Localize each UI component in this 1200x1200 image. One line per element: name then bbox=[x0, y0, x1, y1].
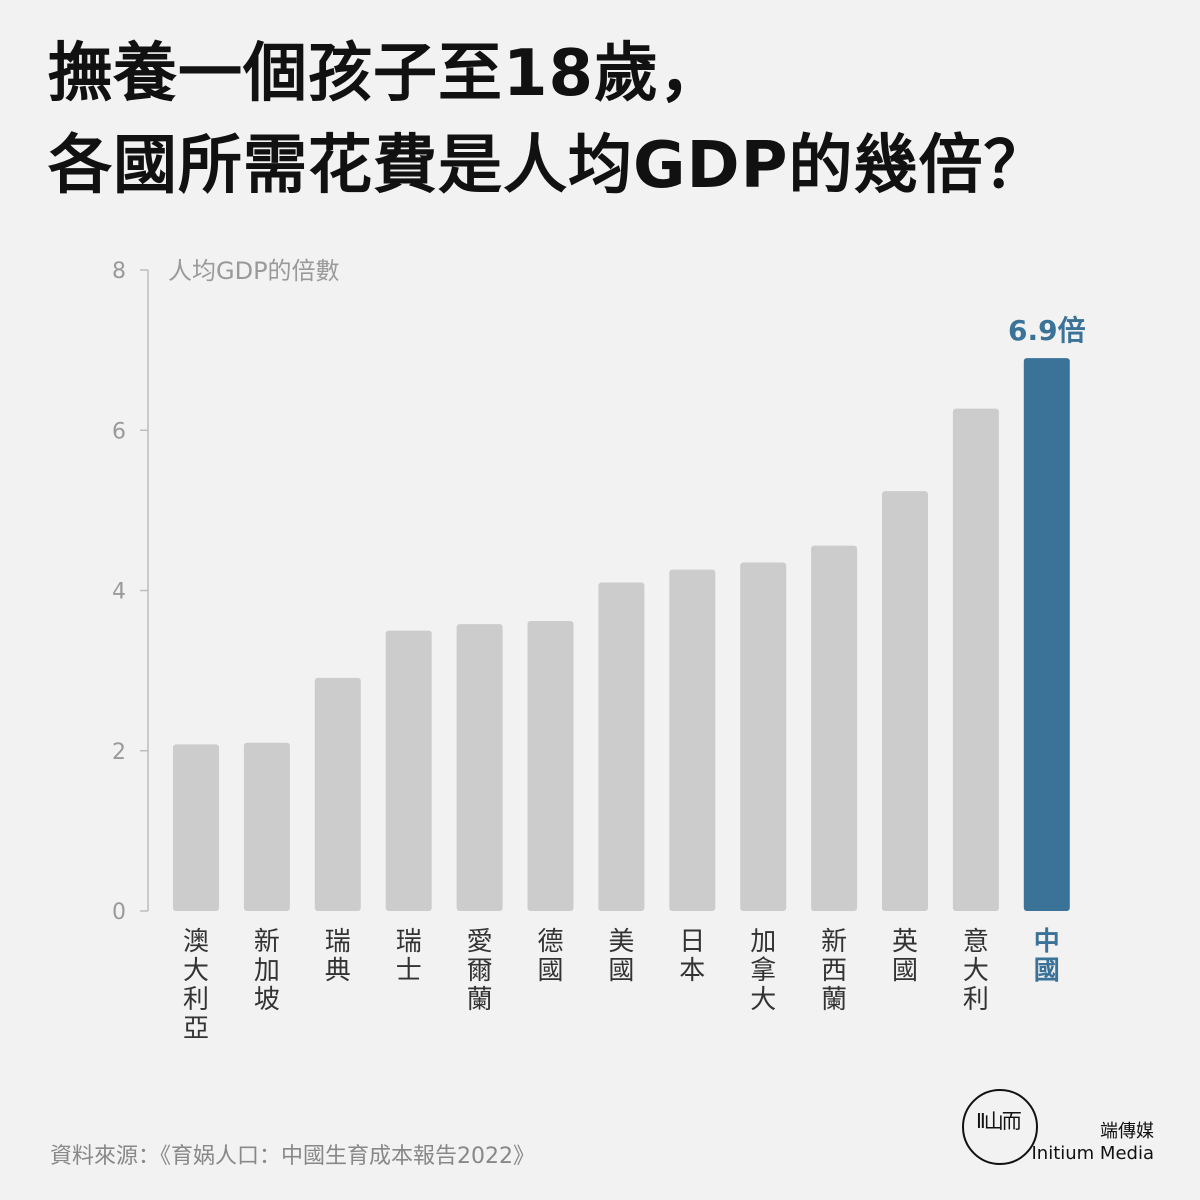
category-label: 瑞士 bbox=[396, 927, 422, 986]
category-label: 新加坡 bbox=[254, 927, 280, 1015]
category-label: 加拿大 bbox=[750, 927, 776, 1015]
bar bbox=[740, 562, 787, 911]
logo-name-zh: 端傳媒 bbox=[1100, 1121, 1154, 1142]
logo-circle-icon bbox=[962, 1089, 1038, 1165]
bar-layer bbox=[173, 358, 1070, 911]
logo-mark: ΙΙ山而 bbox=[976, 1109, 1022, 1133]
source-note: 資料來源：《育娲人口：中國生育成本報告2022》 bbox=[50, 1144, 535, 1169]
y-tick-label: 6 bbox=[112, 419, 126, 444]
y-tick-label: 0 bbox=[112, 900, 126, 925]
category-label: 愛爾蘭 bbox=[467, 927, 493, 1015]
y-tick-label: 8 bbox=[112, 259, 126, 284]
bar bbox=[314, 677, 361, 911]
bar bbox=[173, 744, 219, 911]
category-label: 瑞典 bbox=[325, 927, 351, 986]
category-label: 英國 bbox=[892, 927, 918, 986]
chart-title: 撫養一個孩子至18歲， 各國所需花費是人均GDP的幾倍？ bbox=[48, 28, 1168, 212]
y-tick-label: 2 bbox=[112, 740, 126, 765]
title-line-2: 各國所需花費是人均GDP的幾倍？ bbox=[48, 129, 1049, 203]
bar bbox=[527, 620, 574, 911]
bar bbox=[243, 742, 290, 911]
bar bbox=[669, 569, 716, 911]
bar bbox=[882, 491, 928, 911]
bar bbox=[598, 582, 645, 911]
bar bbox=[1023, 358, 1070, 911]
y-tick-label: 4 bbox=[112, 580, 126, 605]
logo: ΙΙ山而 端傳媒 Initium Media bbox=[958, 1075, 1158, 1175]
bar bbox=[811, 545, 858, 911]
y-axis-label: 人均GDP的倍數 bbox=[168, 257, 340, 285]
bar bbox=[952, 408, 999, 911]
category-label: 中國 bbox=[1034, 927, 1060, 986]
category-label: 澳大利亞 bbox=[183, 927, 209, 1044]
category-label: 德國 bbox=[537, 927, 563, 986]
category-label: 意大利 bbox=[963, 927, 989, 1015]
data-label: 6.9倍 bbox=[1008, 314, 1086, 347]
bar bbox=[385, 630, 432, 911]
logo-name-en: Initium Media bbox=[1031, 1143, 1154, 1164]
category-label: 美國 bbox=[608, 927, 634, 986]
category-label: 新西蘭 bbox=[821, 927, 847, 1015]
category-label: 日本 bbox=[679, 927, 705, 986]
bar bbox=[456, 624, 503, 911]
title-line-1: 撫養一個孩子至18歲， bbox=[48, 37, 725, 111]
axis-layer: 0 2 4 6 8 人均GDP的倍數 bbox=[112, 257, 340, 925]
